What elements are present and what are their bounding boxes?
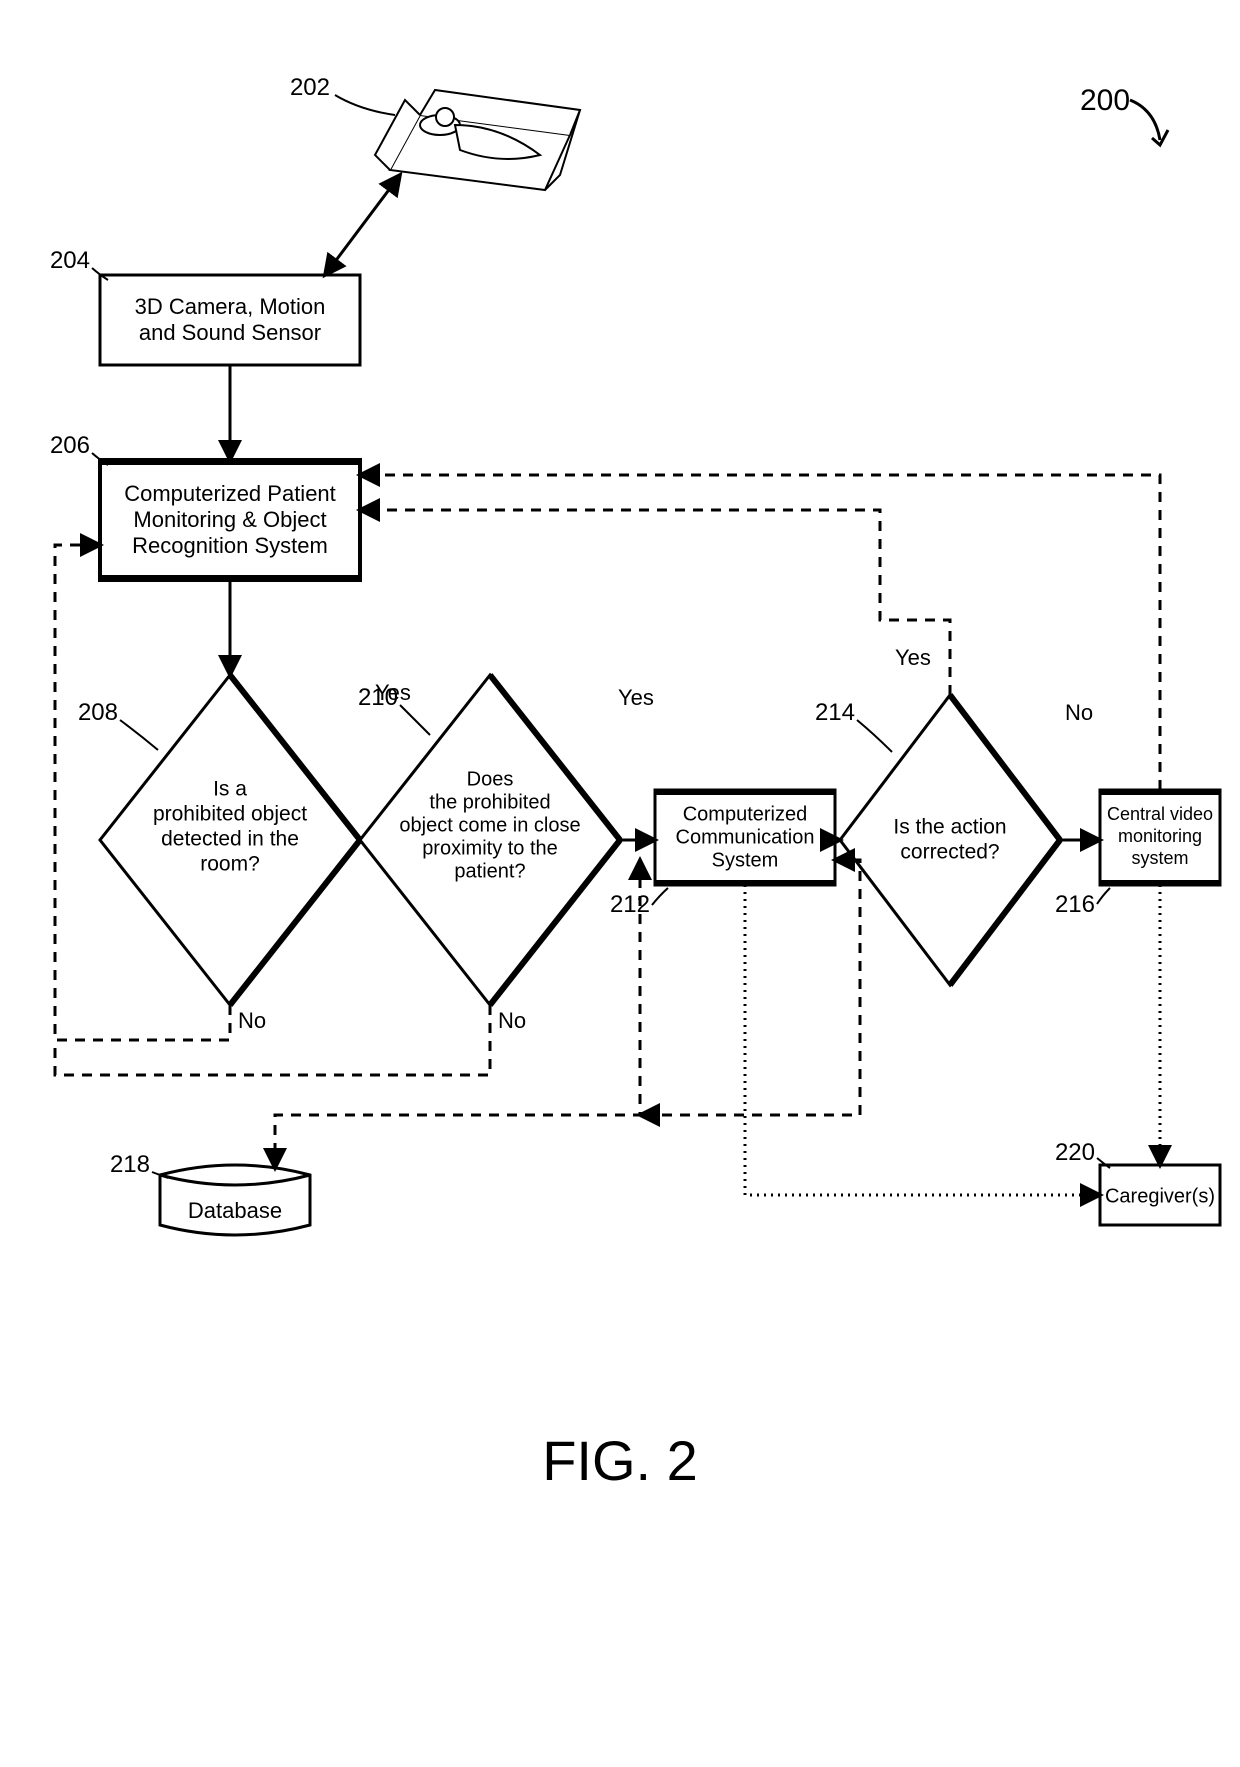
diagram-ref: 200 <box>1080 84 1130 117</box>
decision-208: Is a prohibited object detected in the r… <box>78 675 360 1005</box>
decision-214: Is the action corrected? 214 <box>815 695 1060 985</box>
d3-line-0: Is the action <box>893 816 1006 839</box>
comm-line-1: Communication <box>676 826 815 848</box>
edge-comm-database-a <box>640 860 860 1115</box>
flowchart-figure: 202 3D Camera, Motion and Sound Sensor 2… <box>0 0 1240 1767</box>
ref-208: 208 <box>78 699 118 726</box>
central-line-1: monitoring <box>1118 826 1202 846</box>
d2-no-label: No <box>498 1008 526 1033</box>
db-line-0: Database <box>188 1198 282 1223</box>
sensor-line-0: 3D Camera, Motion <box>135 294 326 319</box>
d2-line-1: the prohibited <box>429 791 550 813</box>
ref-212: 212 <box>610 891 650 918</box>
ref-220: 220 <box>1055 1139 1095 1166</box>
d2-yes-label: Yes <box>618 685 654 710</box>
central-line-0: Central video <box>1107 804 1213 824</box>
central-line-2: system <box>1131 848 1188 868</box>
edge-patient-sensor <box>325 175 400 275</box>
ref-204: 204 <box>50 247 90 274</box>
ref-218: 218 <box>110 1151 150 1178</box>
patient-illustration: 202 <box>290 74 580 190</box>
d1-line-2: detected in the <box>161 828 299 851</box>
ref-216: 216 <box>1055 891 1095 918</box>
ref-214: 214 <box>815 699 855 726</box>
decision-210: Does the prohibited object come in close… <box>358 675 620 1005</box>
d1-no-label: No <box>238 1008 266 1033</box>
monitor-node: Computerized Patient Monitoring & Object… <box>50 432 360 580</box>
d1-line-1: prohibited object <box>153 803 307 826</box>
d3-no-label: No <box>1065 700 1093 725</box>
sensor-node: 3D Camera, Motion and Sound Sensor 204 <box>50 247 360 365</box>
monitor-line-1: Monitoring & Object <box>133 507 326 532</box>
d3-line-1: corrected? <box>900 841 999 864</box>
comm-line-0: Computerized <box>683 803 808 825</box>
edge-d3-yes-monitor <box>360 510 950 695</box>
d1-line-0: Is a <box>213 778 247 801</box>
comm-node: Computerized Communication System 212 <box>610 790 835 918</box>
d1-line-3: room? <box>200 853 260 876</box>
comm-line-2: System <box>712 849 779 871</box>
d2-line-3: proximity to the <box>422 837 558 859</box>
d2-line-4: patient? <box>454 860 525 882</box>
d2-line-0: Does <box>467 768 514 790</box>
d3-yes-label: Yes <box>895 645 931 670</box>
caregiver-node: Caregiver(s) 220 <box>1055 1139 1220 1225</box>
figure-label: FIG. 2 <box>542 1429 698 1492</box>
database-node: Database 218 <box>110 1151 310 1235</box>
d2-line-2: object come in close <box>399 814 580 836</box>
ref-202: 202 <box>290 74 330 101</box>
ref-206: 206 <box>50 432 90 459</box>
monitor-line-0: Computerized Patient <box>124 481 336 506</box>
d1-yes-label: Yes <box>375 680 411 705</box>
monitor-line-2: Recognition System <box>132 533 328 558</box>
sensor-line-1: and Sound Sensor <box>139 320 321 345</box>
caregiver-line-0: Caregiver(s) <box>1105 1185 1215 1207</box>
central-node: Central video monitoring system 216 <box>1055 790 1220 918</box>
